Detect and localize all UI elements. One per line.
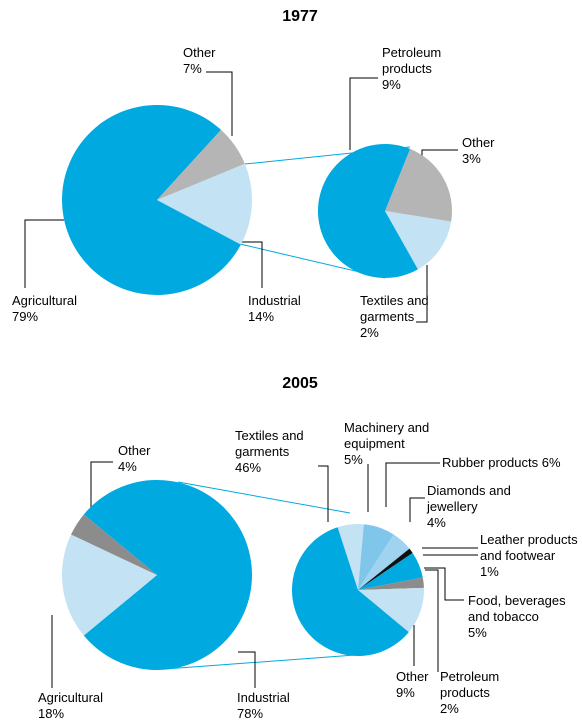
slice-label: Industrial 14% (248, 293, 328, 325)
slice-label: Food, beverages and tobacco 5% (468, 593, 578, 641)
slice-name: Agricultural (12, 293, 78, 308)
slice-name: Food, beverages and tobacco (468, 593, 566, 624)
pie-slice (157, 163, 252, 245)
slice-name: Other (183, 45, 216, 60)
sub-pie-slice (358, 587, 424, 633)
sub-pie-slice (358, 577, 424, 590)
sub-pie-slice (358, 552, 423, 590)
slice-name: Petroleum products (382, 45, 442, 76)
slice-name: Petroleum products (440, 669, 500, 700)
chart-title: 2005 (282, 375, 318, 392)
slice-name: Textiles and garments (235, 428, 304, 459)
slice-label: Other 4% (118, 443, 178, 475)
slice-name: Industrial (248, 293, 301, 308)
slice-value: 5% (344, 452, 363, 467)
leader (409, 497, 425, 522)
slice-value: 7% (183, 61, 202, 76)
slice-label: Textiles and garments 2% (360, 293, 445, 341)
slice-name: Diamonds and jewellery (427, 483, 511, 514)
slice-label: Rubber products 6% (442, 455, 582, 471)
slice-label: Other 3% (462, 135, 522, 167)
connector (164, 654, 356, 670)
sub-pie-slice (385, 211, 452, 270)
pie-slice (62, 105, 241, 296)
slice-value: 9% (396, 685, 415, 700)
slice-value: 5% (468, 625, 487, 640)
pie-slice (71, 514, 157, 575)
slice-value: 18% (38, 706, 65, 721)
slice-name: Other (396, 669, 429, 684)
slice-value: 1% (480, 564, 499, 579)
leader (318, 465, 329, 522)
slice-value: 2% (440, 701, 459, 716)
slice-value: 78% (237, 706, 264, 721)
slice-label: Textiles and garments 46% (235, 428, 325, 476)
leader (416, 265, 428, 323)
sub-pie-slice (358, 548, 413, 590)
slice-value: 79% (12, 309, 39, 324)
leader (90, 461, 113, 508)
chart-title: 1977 (282, 8, 318, 25)
slice-label: Machinery and equipment 5% (344, 420, 444, 468)
sub-pie-slice (317, 143, 418, 278)
pie-slice (61, 534, 157, 636)
slice-name: Rubber products (442, 455, 539, 470)
slice-label: Industrial 78% (237, 690, 317, 722)
slice-name: Industrial (237, 690, 290, 705)
slice-name: Other (462, 135, 495, 150)
sub-pie-slice (291, 527, 409, 657)
slice-value: 4% (118, 459, 137, 474)
slice-label: Leather products and footwear 1% (480, 532, 582, 580)
slice-name: Leather products and footwear (480, 532, 578, 563)
slice-value: 6% (541, 455, 561, 470)
leader (238, 651, 256, 688)
slice-name: Agricultural (38, 690, 104, 705)
leader (425, 569, 439, 672)
slice-label: Diamonds and jewellery 4% (427, 483, 512, 531)
slice-value: 4% (427, 515, 446, 530)
slice-label: Other 9% (396, 669, 436, 701)
connector (177, 481, 351, 514)
slice-label: Petroleum products 9% (382, 45, 462, 93)
sub-pie-slice (385, 148, 452, 222)
leader (349, 77, 378, 150)
slice-value: 2% (360, 325, 379, 340)
pie-slice (83, 480, 252, 671)
slice-value: 3% (462, 151, 481, 166)
leader (424, 567, 464, 601)
sub-pie-slice (358, 524, 394, 590)
sub-pie-slice (358, 534, 410, 590)
slice-label: Other 7% (183, 45, 243, 77)
leader (238, 241, 263, 288)
slice-name: Textiles and garments (360, 293, 429, 324)
slice-label: Agricultural 18% (38, 690, 128, 722)
leader (385, 462, 440, 507)
slice-name: Machinery and equipment (344, 420, 430, 451)
sub-pie-slice (337, 524, 364, 590)
leaders (24, 71, 478, 688)
slice-label: Petroleum products 2% (440, 669, 510, 717)
slice-label: Agricultural 79% (12, 293, 102, 325)
slice-value: 9% (382, 77, 401, 92)
slice-value: 46% (235, 460, 262, 475)
slice-value: 14% (248, 309, 275, 324)
leader (206, 71, 233, 136)
slice-name: Other (118, 443, 151, 458)
pie-slice (157, 129, 245, 200)
leader (24, 219, 64, 288)
